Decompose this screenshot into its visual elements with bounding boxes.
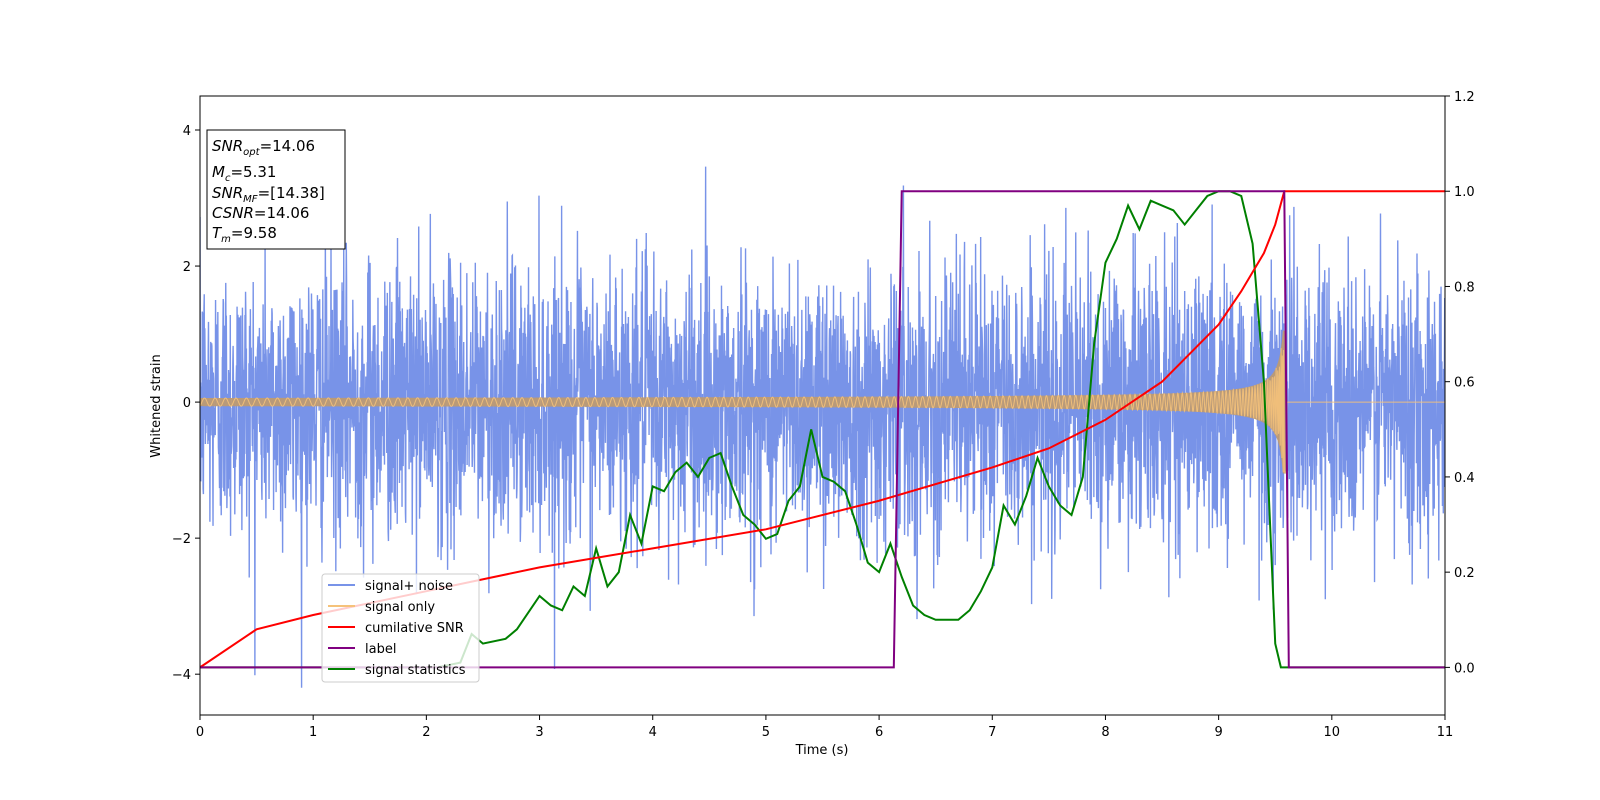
y-left-tick-label: 4 [183,124,191,139]
x-tick-label: 8 [1101,725,1109,740]
x-tick-label: 3 [535,725,543,740]
legend-label-cumulative-snr: cumilative SNR [365,621,464,636]
y-right-tick-label: 0.6 [1454,376,1475,391]
signal-only-line [200,348,1445,473]
signal-statistics-line [200,190,1445,669]
y-right-tick-label: 0.4 [1454,471,1475,486]
info-csnr: CSNR=14.06 [212,204,309,222]
label-line [200,190,1445,669]
y-right-tick-label: 0.2 [1454,566,1475,581]
info-mc: Mc=5.31 [212,163,276,184]
x-tick-label: 11 [1437,725,1454,740]
info-tm: Tm=9.58 [212,224,277,245]
legend-label-signal-noise: signal+ noise [365,579,453,594]
y-right-tick-label: 1.0 [1454,185,1475,200]
x-axis: 0 1 2 3 4 5 6 7 8 9 10 11 [196,715,1453,740]
x-tick-label: 0 [196,725,204,740]
legend-label-signal-only: signal only [365,600,435,615]
x-tick-label: 1 [309,725,317,740]
y-left-tick-label: 0 [183,396,191,411]
legend-label-signal-statistics: signal statistics [365,663,466,678]
axes-frame [199,95,1446,716]
left-y-axis: −4 −2 0 2 4 [172,124,200,683]
y-right-tick-label: 0.0 [1454,661,1475,676]
y-left-tick-label: −4 [172,668,191,683]
y-right-tick-label: 1.2 [1454,90,1475,105]
info-snr-opt: SNRopt=14.06 [212,137,315,158]
x-tick-label: 10 [1324,725,1341,740]
x-tick-label: 7 [988,725,996,740]
x-tick-label: 4 [649,725,657,740]
legend: signal+ noise signal only cumilative SNR… [321,573,480,683]
legend-label-label: label [365,642,396,657]
legend-frame [321,573,480,683]
x-axis-title: Time (s) [795,743,849,758]
x-tick-label: 2 [422,725,430,740]
x-tick-label: 5 [762,725,770,740]
signal-only-envelope [200,330,1287,474]
info-box-frame [206,129,346,250]
x-tick-label: 6 [875,725,883,740]
x-tick-label: 9 [1214,725,1222,740]
info-box: SNRopt=14.06 Mc=5.31 SNRMF=[14.38] CSNR=… [206,129,346,250]
right-y-axis: 0.0 0.2 0.4 0.6 0.8 1.0 1.2 [1445,90,1475,676]
y-axis-title: Whitened strain [149,354,164,457]
y-right-tick-label: 0.8 [1454,280,1475,295]
y-left-tick-label: −2 [172,532,191,547]
info-snr-mf: SNRMF=[14.38] [212,184,325,205]
y-left-tick-label: 2 [183,260,191,275]
signal-only-series [200,330,1445,474]
